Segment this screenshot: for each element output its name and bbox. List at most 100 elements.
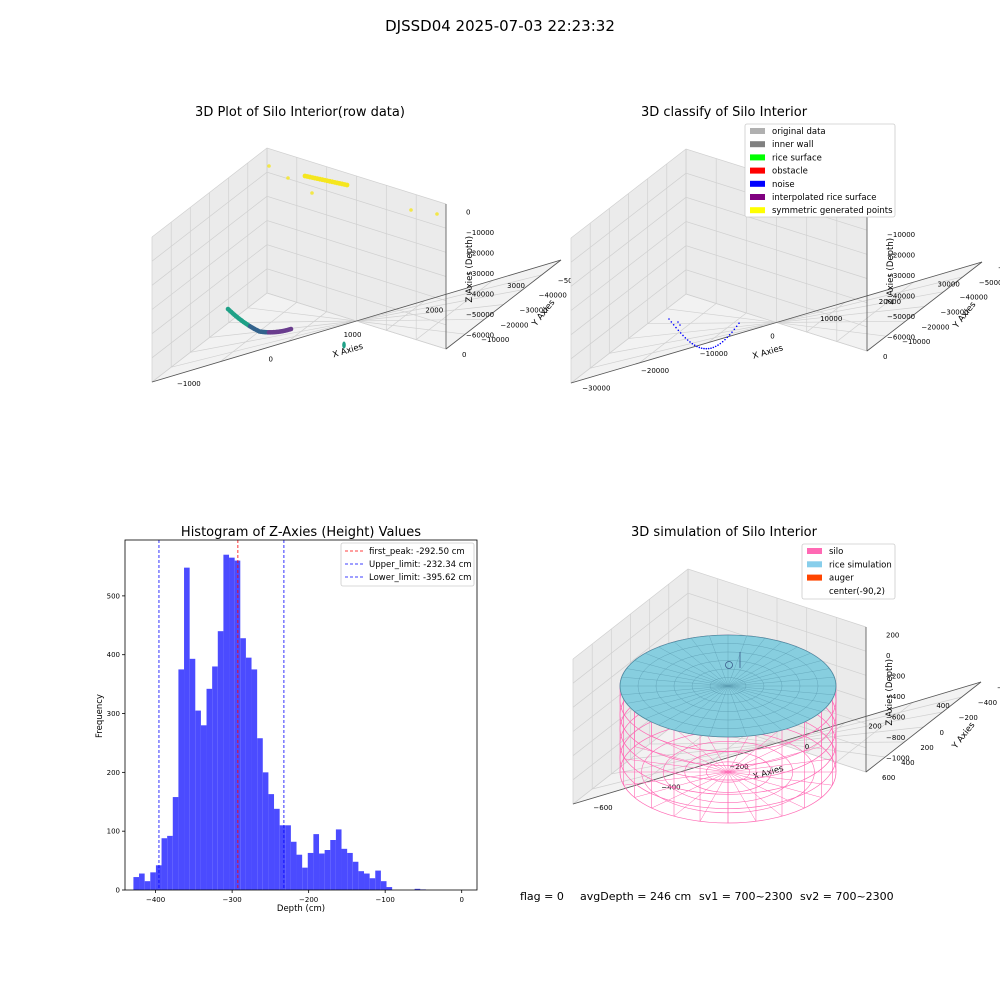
p3-y-tick-label: 200	[107, 769, 120, 777]
p2-noise-point	[679, 324, 681, 326]
p4-rice-mesh-spoke	[658, 646, 729, 687]
p1-grid-line	[266, 148, 447, 350]
p2-noise-point	[670, 321, 673, 323]
p2-legend-label: symmetric generated points	[772, 206, 893, 216]
p2-x-tick-label: 0	[770, 333, 774, 341]
p4-y-tick-label: −400	[978, 699, 997, 707]
p2-z-tick-label: −20000	[887, 251, 915, 259]
footer-sv1: sv1 = 700~2300	[699, 890, 793, 903]
p2-z-tick-label: −10000	[887, 231, 915, 239]
p1-x-axis-line	[151, 259, 562, 383]
p4-silo-floor-spoke	[651, 771, 729, 809]
p2-y-tick-label: −60000	[998, 264, 1000, 272]
p2-x-tick-label: −20000	[641, 367, 669, 375]
p4-silo-floor-spoke	[673, 727, 729, 773]
p2-x-tick-label: 10000	[820, 315, 842, 323]
p4-rice-mesh-spoke	[626, 685, 729, 704]
panel2-title: 3D classify of Silo Interior	[641, 105, 808, 120]
p1-yellow-point	[286, 176, 290, 180]
p4-silo-floor-spoke	[634, 746, 729, 773]
p1-yellow-point	[267, 164, 271, 168]
p3-hist-bar	[217, 631, 224, 890]
p2-noise-point	[719, 342, 722, 345]
p4-x-tick-label: −200	[729, 763, 748, 771]
p2-z-tick-label: −60000	[887, 334, 915, 342]
p2-noise-point	[738, 322, 740, 324]
p3-hist-bar	[195, 710, 201, 890]
p2-noise-point	[710, 347, 712, 349]
p3-hist-bar	[206, 688, 213, 890]
footer-flag: flag = 0	[520, 890, 564, 903]
p2-noise-point	[679, 332, 682, 334]
p2-legend-swatch	[750, 194, 765, 200]
p2-noise-point	[731, 331, 733, 333]
p3-hist-bar	[184, 567, 190, 890]
p3-y-tick-label: 300	[107, 710, 120, 718]
p2-legend-label: noise	[772, 180, 795, 190]
p4-legend-frame	[801, 543, 896, 600]
p4-x-tick-label: 0	[805, 743, 809, 751]
p1-y-axis-line	[445, 259, 562, 350]
p3-hist-bar	[380, 881, 387, 890]
p4-x-tick-label: 200	[868, 723, 881, 731]
p3-hist-bar	[200, 725, 207, 890]
p4-silo-floor-spoke	[634, 771, 729, 798]
p3-axes-frame	[124, 539, 478, 891]
p4-rice-mesh-spoke	[727, 668, 830, 687]
p2-noise-point	[707, 347, 710, 350]
p2-noise-point	[735, 325, 738, 328]
p4-y-tick-label: 200	[920, 744, 933, 752]
p4-silo-floor-spoke	[673, 771, 729, 817]
p3-hist-bar	[172, 797, 179, 890]
p2-y-axis-line	[866, 261, 983, 352]
p4-rice-mesh-spoke	[727, 685, 822, 712]
p2-legend: original data inner wall rice surface obsta…	[744, 123, 896, 218]
p1-y-tick-label: 0	[462, 351, 466, 359]
p1-yellow-point	[435, 212, 439, 216]
figure-title: DJSSD04 2025-07-03 22:23:32	[385, 17, 615, 35]
p1-z-tick-label: −20000	[466, 249, 494, 257]
p2-legend-frame	[744, 123, 896, 218]
p3-hist-bar	[229, 557, 235, 890]
p3-hist-bar	[234, 560, 241, 890]
p1-z-tick-label: −60000	[466, 332, 494, 340]
p2-grid-line	[685, 149, 868, 352]
p2-noise-point	[724, 338, 726, 341]
p3-hist-bar	[257, 738, 263, 890]
p1-x-tick-label: 0	[268, 355, 272, 363]
p4-rice-mesh-spoke	[709, 685, 729, 737]
p1-z-axis-label: Z Axies (Depth)	[465, 236, 475, 303]
p4-rice-mesh-spoke	[727, 685, 766, 735]
p4-rice-mesh-spoke	[727, 646, 798, 687]
p2-noise-point	[726, 336, 729, 339]
p3-x-axis-label: Depth (cm)	[277, 904, 325, 914]
p4-y-tick-label: 600	[882, 774, 895, 782]
p1-y-tick-label: −40000	[539, 292, 567, 300]
p3-hist-bar	[369, 878, 376, 890]
p4-rice-mesh-spoke	[634, 660, 729, 687]
p4-legend: silo rice simulation auger center(-90,2)	[801, 543, 896, 600]
p4-silo-floor-spoke	[727, 758, 833, 773]
p1-y-tick-label: −20000	[500, 321, 528, 329]
p4-z-tick-label: −800	[886, 734, 905, 742]
p3-hist-bar	[139, 873, 145, 890]
p4-rice-mesh-spoke	[727, 676, 835, 687]
p3-hist-bar	[347, 852, 353, 890]
p3-hist-bar	[335, 829, 342, 890]
p4-rice-mesh-spoke	[727, 685, 747, 737]
p4-legend-swatch	[807, 574, 822, 581]
p2-legend-swatch	[750, 167, 765, 174]
p4-rice-mesh-spoke	[621, 685, 729, 696]
panel1-title: 3D Plot of Silo Interior(row data)	[195, 105, 405, 120]
p3-hist-bar	[358, 871, 365, 890]
p2-x-tick-label: 30000	[938, 281, 960, 289]
p2-y-tick-label: −40000	[960, 294, 988, 302]
p3-hist-bar	[274, 808, 280, 890]
p4-rice-mesh-spoke	[709, 635, 729, 687]
p3-hist-bar	[251, 669, 258, 890]
p3-hist-bar	[414, 888, 421, 890]
p1-teal-cluster	[342, 341, 346, 349]
p4-silo-floor-spoke	[727, 727, 783, 773]
